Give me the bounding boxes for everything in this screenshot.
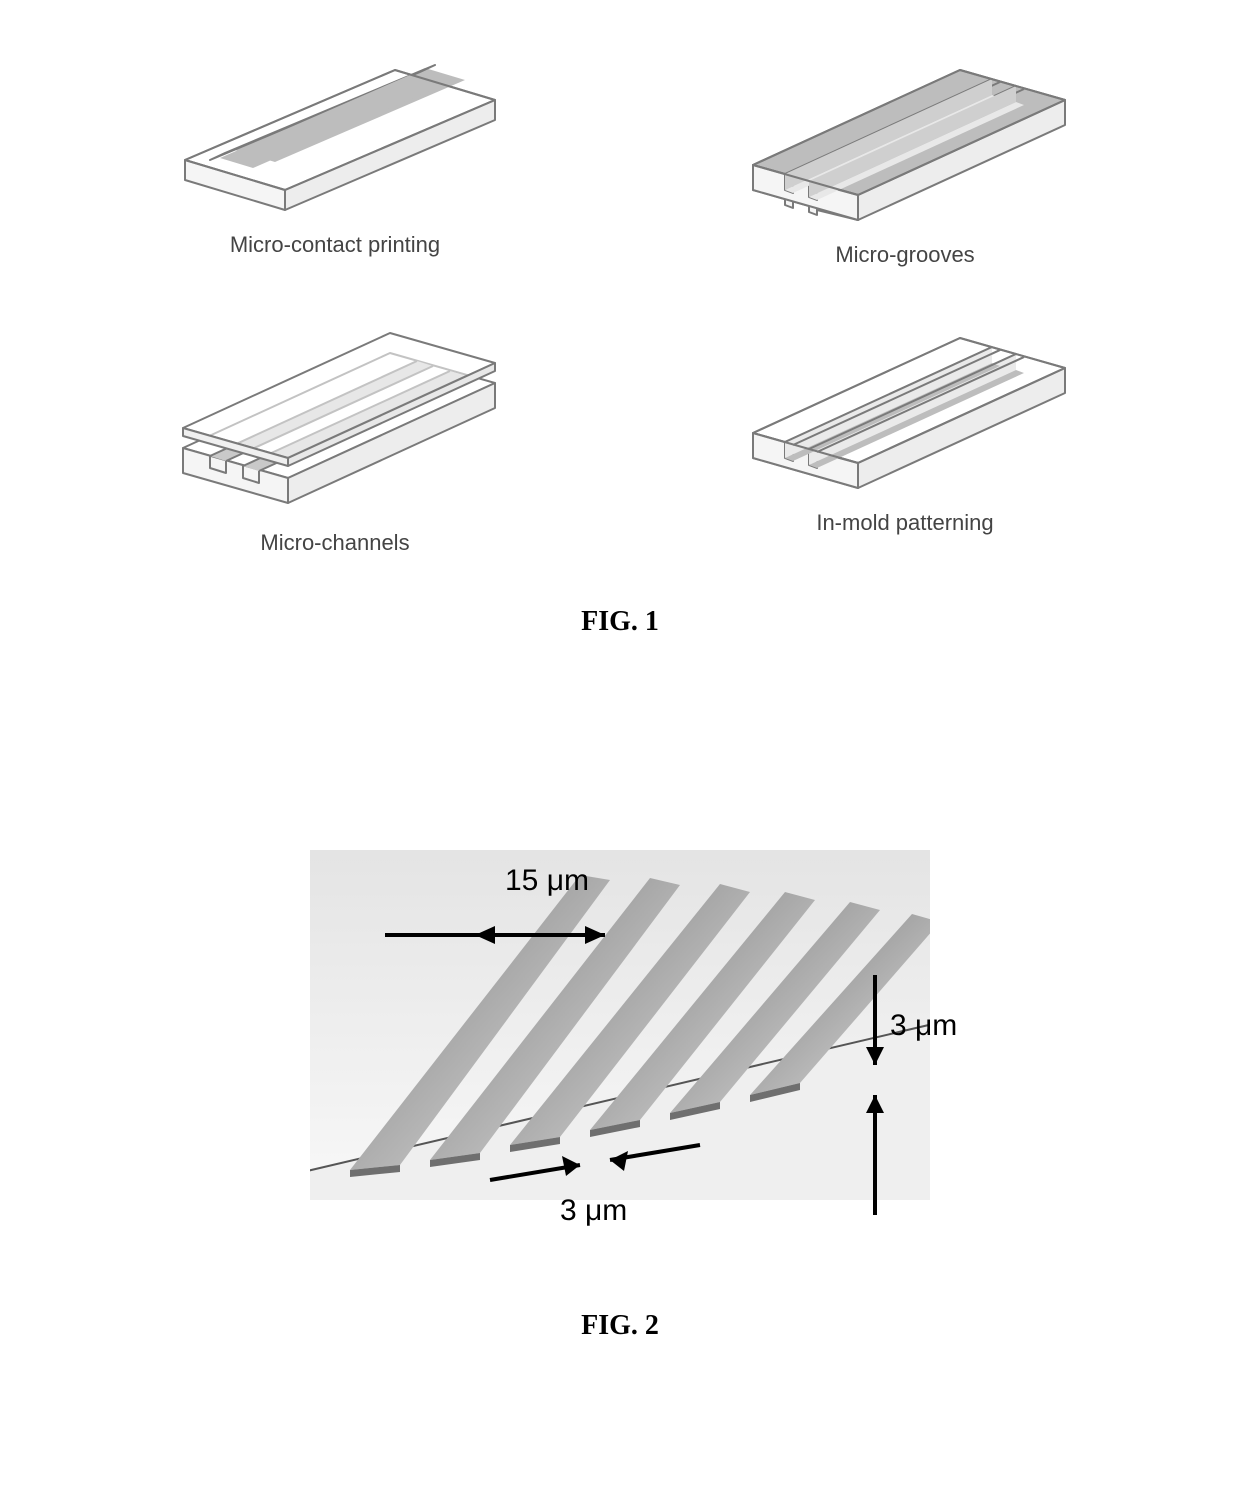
micro-grooves-icon [735, 40, 1075, 230]
figure-1: Micro-contact printing [140, 40, 1100, 638]
panel-label: In-mold patterning [816, 510, 993, 536]
figure-2: 15 μm 3 μm 3 μm FIG. 2 [0, 820, 1240, 1342]
micro-contact-printing-icon [165, 40, 505, 220]
panel-label: Micro-contact printing [230, 232, 440, 258]
ridge-width-label: 15 μm [505, 864, 589, 897]
figure-2-image: 15 μm 3 μm 3 μm [250, 820, 990, 1250]
micro-channels-icon [165, 308, 505, 518]
figure-1-caption: FIG. 1 [140, 606, 1100, 638]
panel-label: Micro-grooves [835, 242, 974, 268]
panel-in-mold-patterning: In-mold patterning [710, 308, 1100, 556]
depth-label: 3 μm [890, 1009, 957, 1042]
in-mold-patterning-icon [735, 308, 1075, 498]
panel-micro-grooves: Micro-grooves [710, 40, 1100, 268]
panel-micro-contact-printing: Micro-contact printing [140, 40, 530, 268]
panel-label: Micro-channels [260, 530, 409, 556]
gap-width-label: 3 μm [560, 1194, 627, 1227]
panel-micro-channels: Micro-channels [140, 308, 530, 556]
figure-2-caption: FIG. 2 [581, 1310, 659, 1342]
figure-1-grid: Micro-contact printing [140, 40, 1100, 556]
